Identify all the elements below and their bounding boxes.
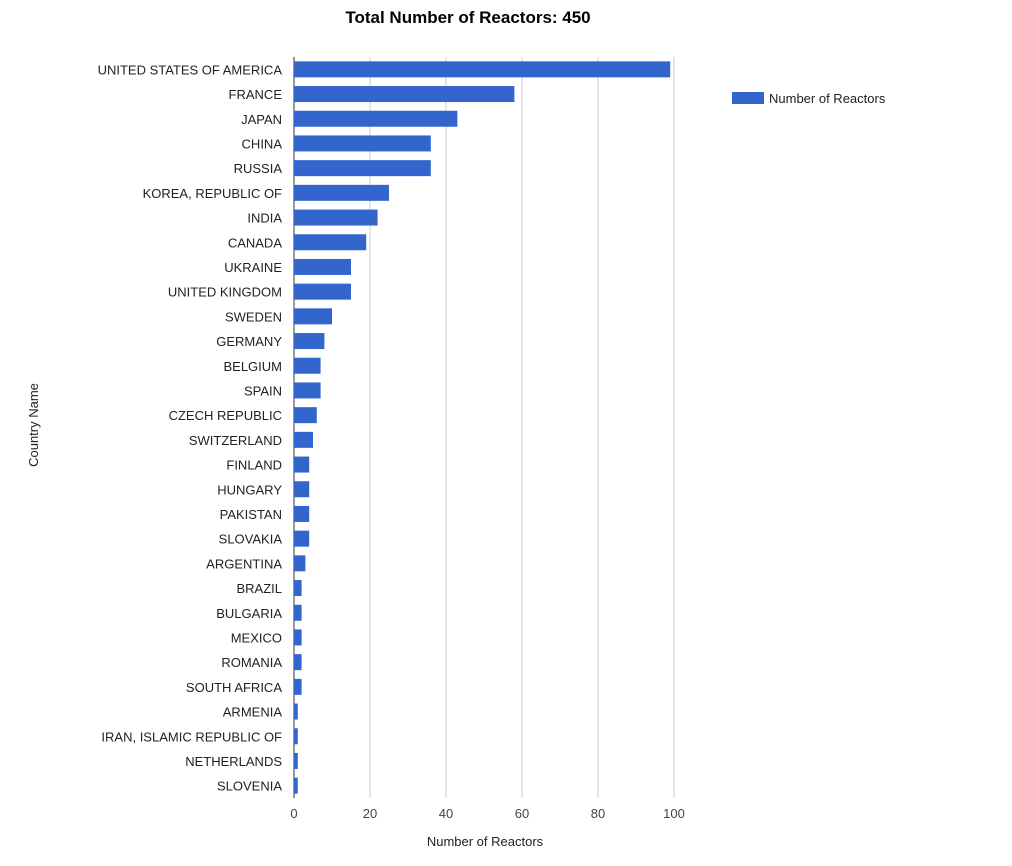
bar [294, 234, 367, 251]
bar [294, 530, 310, 547]
bar [294, 703, 298, 720]
bars [294, 61, 671, 794]
category-label: BRAZIL [236, 581, 282, 596]
bar [294, 61, 671, 78]
bar [294, 86, 515, 103]
category-labels: UNITED STATES OF AMERICA FRANCE JAPAN CHINA… [98, 62, 283, 793]
bar [294, 456, 310, 473]
bar [294, 777, 298, 794]
bar [294, 357, 321, 374]
bar [294, 629, 302, 646]
bar [294, 258, 351, 275]
category-label: IRAN, ISLAMIC REPUBLIC OF [101, 729, 282, 744]
bar [294, 407, 317, 424]
bar [294, 481, 310, 498]
category-label: BULGARIA [216, 606, 282, 621]
x-tick-label: 0 [290, 806, 297, 821]
category-label: SLOVAKIA [219, 532, 283, 547]
category-label: CHINA [242, 136, 283, 151]
x-tick-labels: 0 20 40 60 80 100 [290, 806, 684, 821]
category-label: SLOVENIA [217, 779, 282, 794]
category-label: CANADA [228, 235, 283, 250]
category-label: MEXICO [231, 630, 282, 645]
y-axis-title: Country Name [26, 383, 41, 467]
category-label: BELGIUM [223, 359, 282, 374]
x-tick-label: 80 [591, 806, 605, 821]
category-label: FINLAND [226, 458, 282, 473]
bar [294, 505, 310, 522]
category-label: NETHERLANDS [185, 754, 282, 769]
bar [294, 135, 431, 152]
category-label: INDIA [247, 211, 282, 226]
x-tick-label: 60 [515, 806, 529, 821]
bar [294, 308, 332, 325]
chart-title: Total Number of Reactors: 450 [345, 8, 591, 27]
category-label: SWITZERLAND [189, 433, 282, 448]
bar [294, 110, 458, 127]
category-label: GERMANY [216, 334, 282, 349]
bar [294, 654, 302, 671]
bar [294, 382, 321, 399]
bar [294, 160, 431, 177]
bar [294, 209, 378, 226]
category-label: PAKISTAN [220, 507, 282, 522]
category-label: ARMENIA [223, 705, 283, 720]
bar [294, 283, 351, 300]
bar [294, 431, 313, 448]
category-label: UNITED STATES OF AMERICA [98, 62, 283, 77]
legend: Number of Reactors [732, 91, 886, 106]
x-tick-label: 100 [663, 806, 685, 821]
x-tick-label: 40 [439, 806, 453, 821]
bar [294, 678, 302, 695]
bar [294, 752, 298, 769]
category-label: HUNGARY [217, 482, 282, 497]
bar [294, 333, 325, 350]
category-label: KOREA, REPUBLIC OF [143, 186, 282, 201]
legend-label: Number of Reactors [769, 91, 886, 106]
category-label: UKRAINE [224, 260, 282, 275]
category-label: RUSSIA [234, 161, 283, 176]
bar [294, 580, 302, 597]
bar [294, 555, 306, 572]
category-label: SOUTH AFRICA [186, 680, 282, 695]
category-label: UNITED KINGDOM [168, 285, 282, 300]
x-tick-label: 20 [363, 806, 377, 821]
category-label: ROMANIA [221, 655, 282, 670]
bar [294, 184, 389, 201]
bar [294, 728, 298, 745]
category-label: JAPAN [241, 112, 282, 127]
category-label: ARGENTINA [206, 556, 282, 571]
category-label: SWEDEN [225, 309, 282, 324]
category-label: FRANCE [229, 87, 283, 102]
bar [294, 604, 302, 621]
category-label: SPAIN [244, 383, 282, 398]
x-axis-title: Number of Reactors [427, 834, 544, 849]
gridlines [293, 57, 675, 798]
legend-swatch [732, 92, 764, 104]
category-label: CZECH REPUBLIC [169, 408, 282, 423]
